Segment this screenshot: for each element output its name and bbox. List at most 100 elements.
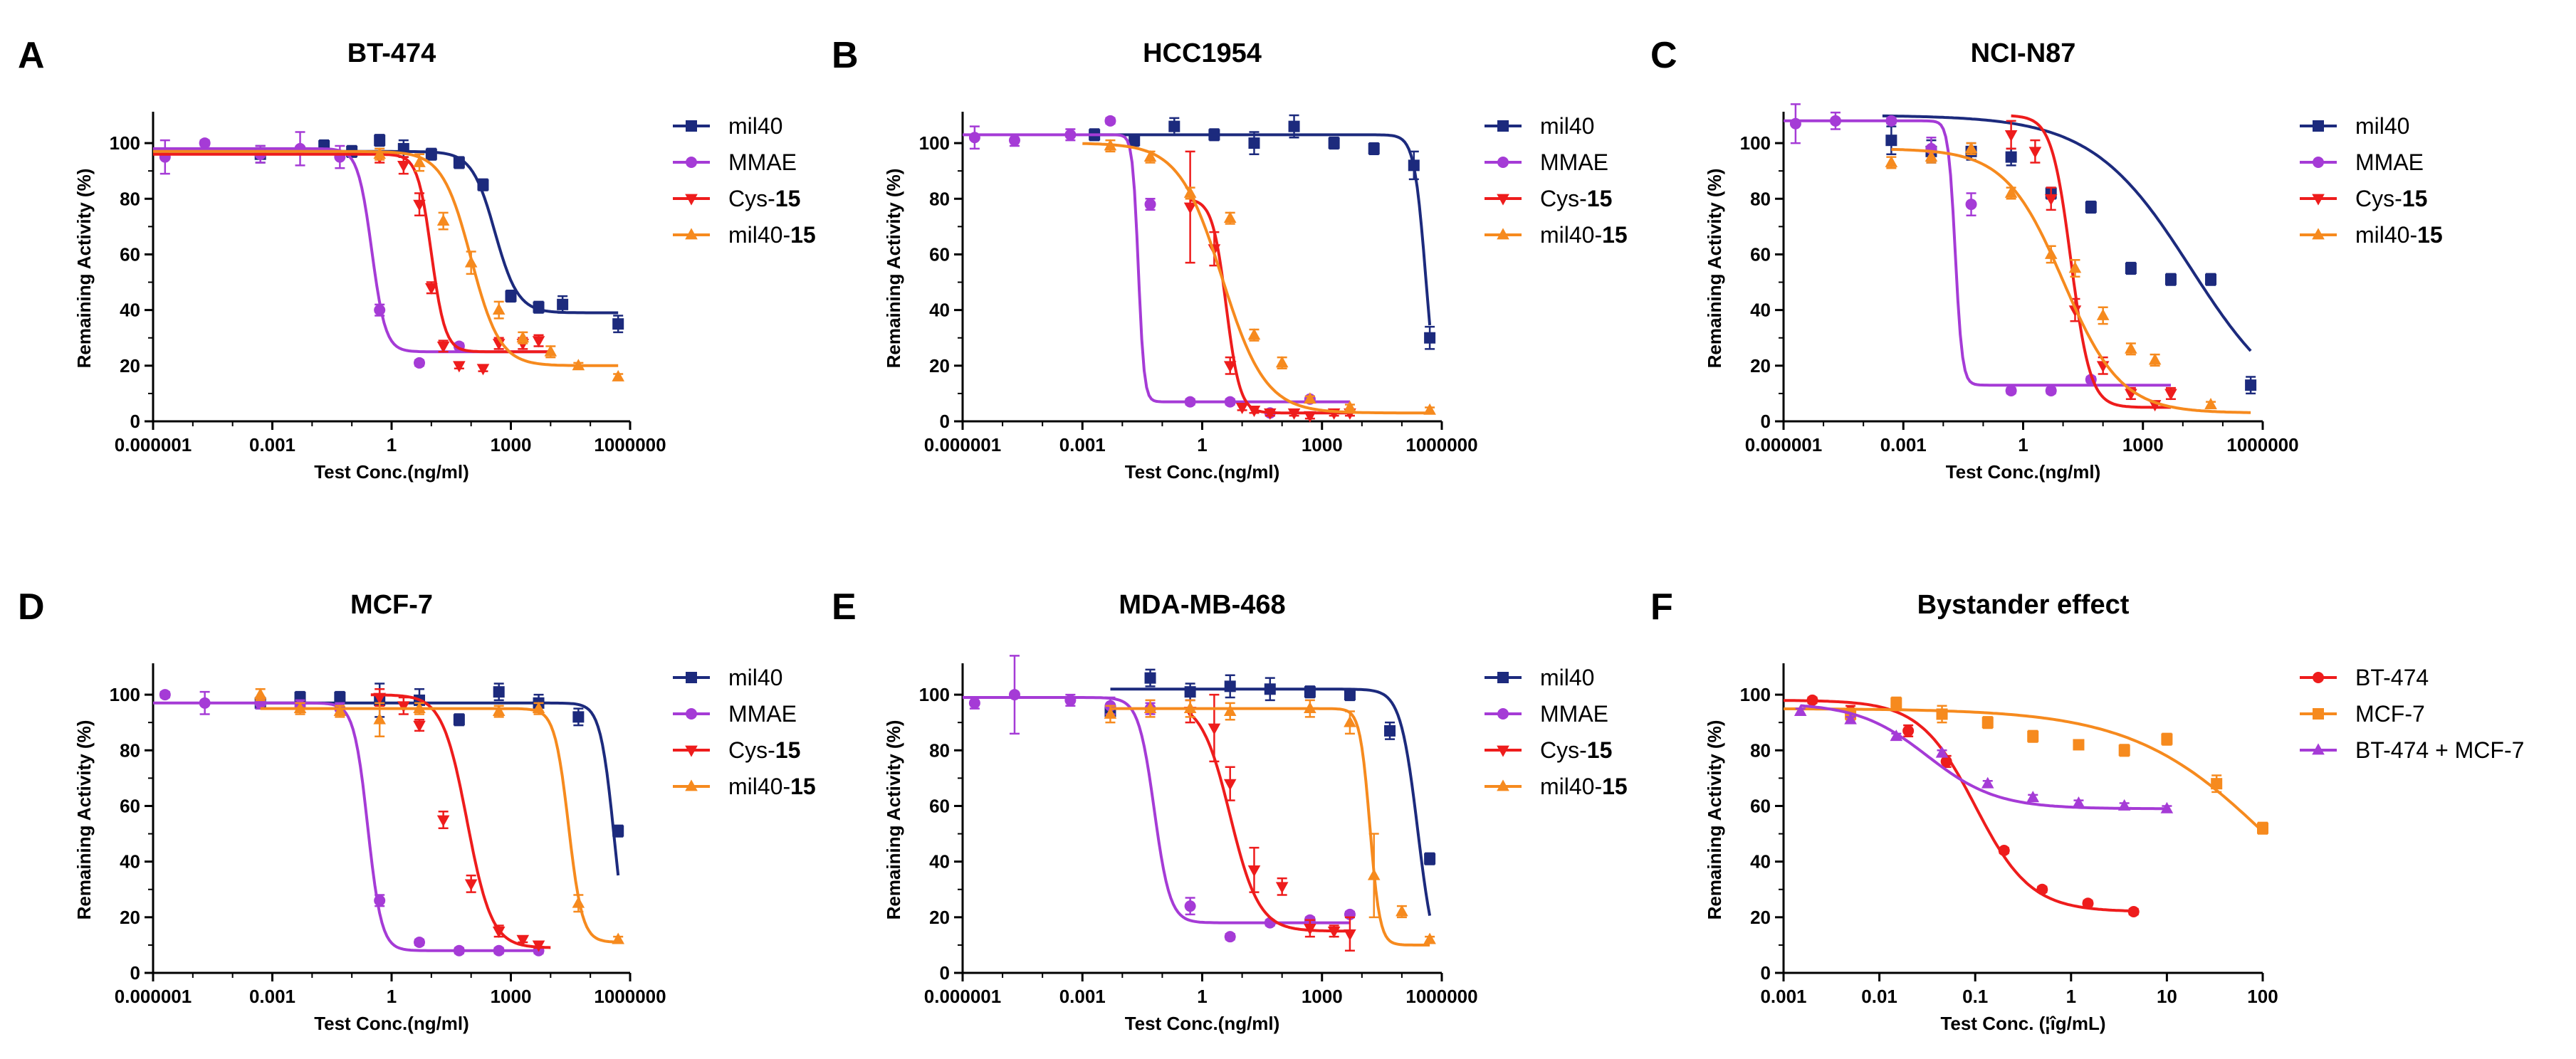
legend-label: MCF-7 — [2355, 701, 2425, 727]
fit-curve — [1800, 704, 2167, 811]
data-point — [1424, 853, 1436, 865]
data-point — [2004, 186, 2018, 198]
legend-label-compound: 15 — [1587, 186, 1613, 211]
data-point — [1288, 120, 1300, 132]
data-point — [1247, 405, 1261, 417]
panel-letter: F — [1650, 586, 1673, 628]
data-point — [493, 686, 505, 698]
legend-label-text: BT-474 + MCF-7 — [2355, 737, 2524, 763]
data-point — [1183, 186, 1197, 198]
y-tick-label: 100 — [1740, 684, 1771, 705]
data-point — [1263, 408, 1277, 420]
data-point — [436, 342, 450, 354]
legend-marker — [685, 745, 698, 757]
legend-label-text: MMAE — [1540, 701, 1608, 727]
legend-label-compound: 15 — [1587, 737, 1613, 763]
x-tick-label: 0.000001 — [924, 986, 1001, 1007]
y-tick-label: 40 — [1750, 300, 1771, 321]
legend-entry: Cys-15 — [1485, 737, 1612, 763]
chart-title: MCF-7 — [350, 590, 433, 620]
data-point — [374, 304, 386, 316]
y-tick-label: 20 — [929, 907, 950, 928]
legend-label-text: Cys- — [1540, 737, 1587, 763]
chart-panel-c: C NCI-N87 0 20 40 60 80 100 0.000001 0.001 1 1000 10… — [1650, 35, 2443, 483]
series-mcf-7 — [1784, 696, 2268, 835]
data-point — [2085, 201, 2097, 213]
panel-letter: A — [18, 35, 45, 76]
data-point — [1064, 694, 1077, 706]
series-mil40 — [1089, 114, 1436, 350]
data-point — [1344, 715, 1356, 727]
x-tick-label: 1 — [387, 434, 397, 455]
legend-marker — [2312, 194, 2325, 206]
data-point — [373, 147, 386, 159]
data-point — [1423, 403, 1436, 415]
y-tick-label: 100 — [1740, 132, 1771, 154]
data-point — [1287, 408, 1301, 420]
legend-label-text: mil40- — [728, 774, 790, 799]
data-point — [1224, 931, 1236, 943]
fit-curve — [1784, 699, 2134, 912]
data-point — [397, 160, 410, 172]
data-point — [612, 825, 624, 837]
chart-title: NCI-N87 — [1971, 38, 2076, 68]
x-tick-label: 0.001 — [249, 986, 295, 1007]
fit-curve — [963, 133, 1350, 404]
y-tick-label: 0 — [1761, 411, 1771, 432]
data-point — [544, 344, 557, 357]
chart-panel-d: D MCF-7 0 20 40 60 80 100 0.000001 0.001 1 1000 1000… — [18, 586, 816, 1034]
y-tick-label: 80 — [929, 188, 950, 209]
legend-label: mil40 — [728, 113, 782, 139]
x-tick-label: 0.000001 — [924, 434, 1001, 455]
legend-marker — [1497, 672, 1509, 683]
data-point — [1223, 211, 1237, 223]
legend-label-text: mil40- — [2355, 222, 2417, 248]
legend-label: mil40-15 — [1540, 774, 1628, 799]
data-point — [1885, 155, 1898, 167]
legend-label-text: BT-474 — [2355, 665, 2429, 690]
x-axis-label: Test Conc.(ng/ml) — [314, 1013, 469, 1034]
data-point — [373, 712, 386, 725]
x-axis-label: Test Conc.(ng/ml) — [1125, 1013, 1280, 1034]
legend-label-compound: 15 — [775, 737, 801, 763]
data-point — [2205, 273, 2217, 285]
data-point — [532, 336, 545, 348]
x-tick-label: 0.001 — [1760, 986, 1806, 1007]
panel-letter: C — [1650, 35, 1677, 76]
x-tick-label: 1000 — [2122, 434, 2164, 455]
chart-title: HCC1954 — [1143, 38, 1262, 68]
x-tick-label: 10 — [2157, 986, 2177, 1007]
y-tick-label: 60 — [120, 795, 140, 816]
y-tick-label: 40 — [1750, 851, 1771, 873]
fit-curve — [1784, 119, 2171, 387]
x-axis-label: Test Conc.(ng/ml) — [314, 461, 469, 483]
fit-curve — [1110, 707, 1430, 947]
x-tick-label: 100 — [2247, 986, 2278, 1007]
series-cys-15 — [1183, 693, 1356, 952]
chart-title: Bystander effect — [1917, 590, 2130, 620]
data-point — [2164, 389, 2177, 401]
fit-curve — [260, 707, 619, 944]
legend-entry: Cys-15 — [673, 186, 800, 211]
data-point — [1208, 723, 1221, 735]
legend-entry: mil40-15 — [673, 222, 816, 248]
data-point — [1008, 135, 1020, 147]
x-tick-label: 0.001 — [249, 434, 295, 455]
y-tick-label: 60 — [929, 795, 950, 816]
data-point — [1247, 865, 1261, 877]
legend-marker — [685, 779, 698, 791]
data-point — [476, 364, 490, 376]
data-point — [1143, 150, 1157, 162]
series-mil40 — [254, 683, 624, 876]
legend-label: BT-474 + MCF-7 — [2355, 737, 2524, 763]
data-point — [1223, 361, 1237, 373]
legend-entry: BT-474 — [2300, 665, 2429, 690]
y-tick-label: 40 — [120, 300, 140, 321]
data-point — [2068, 261, 2082, 273]
data-point — [397, 701, 410, 713]
data-point — [293, 702, 307, 714]
data-point — [1384, 725, 1396, 737]
y-tick-label: 20 — [120, 907, 140, 928]
data-point — [1424, 332, 1436, 344]
legend-entry: mil40-15 — [1485, 222, 1628, 248]
